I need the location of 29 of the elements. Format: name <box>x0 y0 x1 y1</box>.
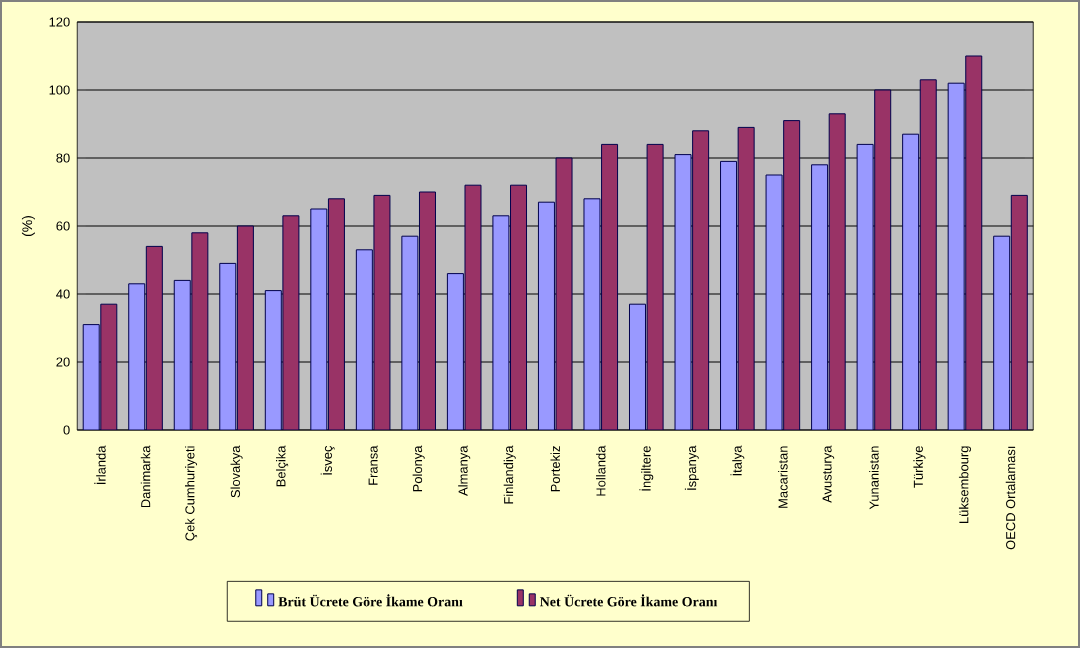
bar <box>128 283 145 430</box>
bar <box>510 184 528 430</box>
bar <box>947 82 965 430</box>
bar <box>219 262 237 430</box>
bar <box>236 225 254 430</box>
bar <box>993 235 1011 430</box>
bar <box>310 208 328 430</box>
bar <box>446 273 464 430</box>
bar <box>965 55 983 430</box>
bar <box>355 249 373 430</box>
bar <box>601 143 619 430</box>
bar <box>783 120 801 430</box>
bar <box>692 130 710 430</box>
bar <box>628 303 646 430</box>
bar <box>828 113 846 430</box>
bar <box>146 246 163 430</box>
bar <box>1010 194 1028 430</box>
bar <box>173 279 191 430</box>
bar <box>919 79 937 430</box>
bar <box>874 89 892 430</box>
bar <box>418 191 436 430</box>
bar <box>902 133 920 430</box>
bar <box>720 160 738 430</box>
bar <box>264 290 282 430</box>
bar <box>100 303 118 430</box>
bar <box>537 201 555 430</box>
bar <box>327 198 345 430</box>
bar <box>82 324 100 430</box>
bar <box>811 164 829 430</box>
